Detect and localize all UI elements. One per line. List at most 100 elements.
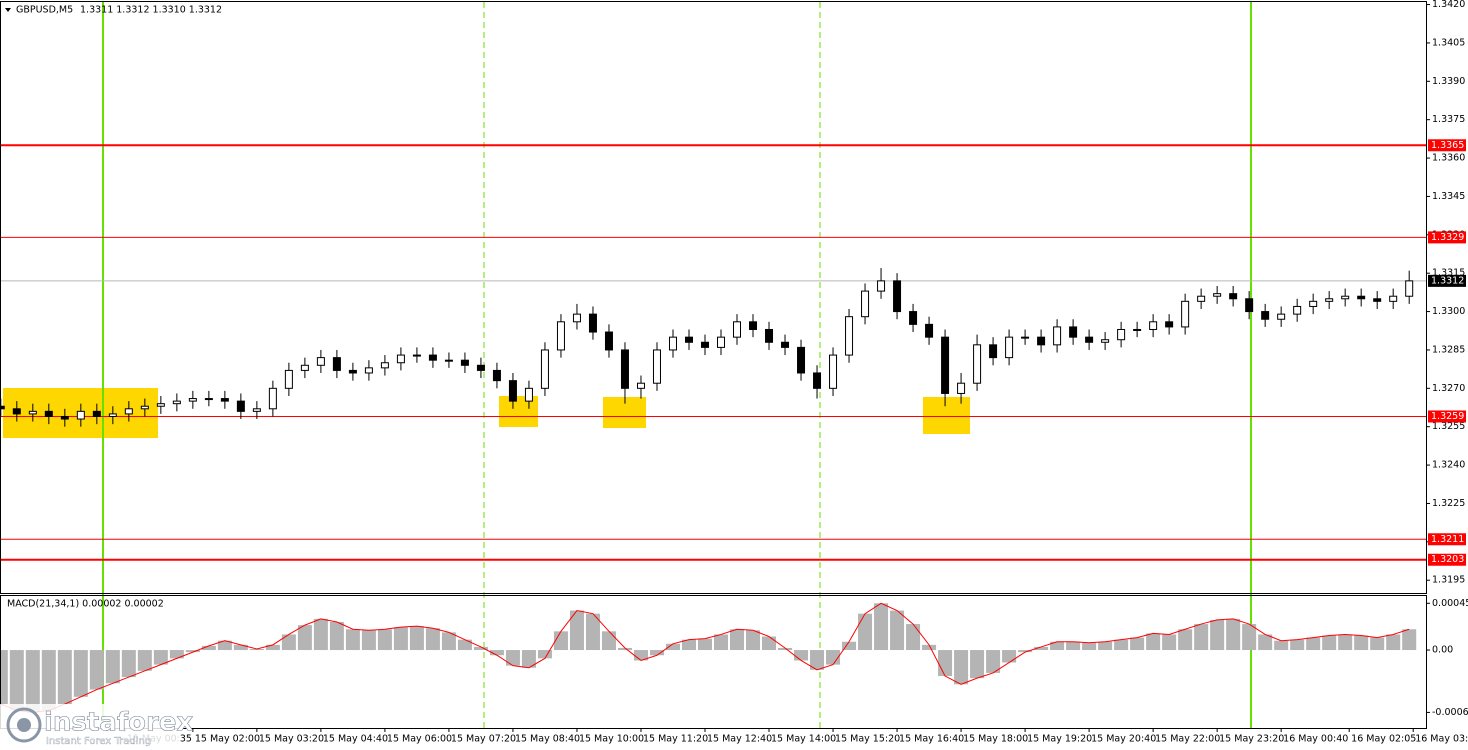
macd-bar xyxy=(185,650,200,653)
candle-body xyxy=(733,321,742,338)
x-tick-label: 15 May 18:00 xyxy=(963,734,1028,745)
candle-body xyxy=(1005,336,1014,359)
x-tick-label: 15 May 22:00 xyxy=(1155,734,1220,745)
candle-body xyxy=(813,372,822,389)
candle-body xyxy=(973,344,982,384)
x-tick-label: 16 May 02:05 xyxy=(1351,734,1416,745)
candle-body xyxy=(188,398,197,402)
x-tick-label: 15 May 04:40 xyxy=(323,734,388,745)
candle-body xyxy=(1149,321,1158,330)
macd-signal xyxy=(0,602,1410,713)
y-tick-label: 1.3360 xyxy=(1432,153,1465,164)
candle-body xyxy=(829,354,838,389)
macd-bar xyxy=(1066,641,1081,651)
macd-bar xyxy=(697,638,712,651)
menu-arrow[interactable] xyxy=(5,8,11,12)
candle-body xyxy=(1101,339,1110,343)
level-label: 1.3211 xyxy=(1431,534,1464,545)
macd-bar xyxy=(521,650,536,668)
macd-bar xyxy=(281,634,296,651)
candle-body xyxy=(572,313,581,323)
candle-body xyxy=(540,349,549,389)
x-tick-label: 16 May 03:25 xyxy=(1415,734,1468,745)
candle-body xyxy=(172,400,181,405)
highlight-zone xyxy=(923,397,970,434)
macd-bar xyxy=(233,644,248,651)
candle-body xyxy=(476,364,485,371)
candle-body xyxy=(877,280,886,292)
y-tick-label: -0.0006 xyxy=(1432,707,1468,718)
tagline: Instant Forex Trading xyxy=(46,736,151,747)
macd-bar xyxy=(25,650,40,713)
y-tick-label: 1.3375 xyxy=(1432,114,1465,125)
candle-body xyxy=(156,403,165,407)
candle-body xyxy=(909,311,918,325)
macd-bar xyxy=(778,647,793,651)
macd-bar xyxy=(970,650,985,679)
candle-body xyxy=(28,410,37,415)
macd-bar xyxy=(922,644,937,651)
macd-bar xyxy=(217,640,232,651)
x-tick-label: 15 May 02:00 xyxy=(195,734,260,745)
macd-bar xyxy=(1034,646,1049,651)
macd-bar xyxy=(313,618,328,651)
y-tick-label: 0.00045 xyxy=(1432,598,1468,609)
candle-body xyxy=(1053,326,1062,346)
candle-body xyxy=(861,290,870,318)
macd-bar xyxy=(746,630,761,651)
level-label: 1.3329 xyxy=(1431,232,1464,243)
candle-body xyxy=(252,408,261,412)
candle-body xyxy=(636,382,645,389)
x-tick-label: 15 May 12:40 xyxy=(707,734,772,745)
macd-bar xyxy=(858,613,873,651)
x-tick-label: 15 May 11:20 xyxy=(643,734,708,745)
level-box xyxy=(1428,231,1466,244)
macd-bar xyxy=(762,636,777,651)
candle-body xyxy=(268,387,277,410)
y-tick-label: 1.3420 xyxy=(1432,0,1465,10)
macd-bar xyxy=(1242,624,1257,651)
level-box xyxy=(1428,139,1466,152)
candle-body xyxy=(620,349,629,389)
level-box xyxy=(1428,410,1466,423)
macd-bar xyxy=(730,629,745,651)
macd-bar xyxy=(425,628,440,651)
price-readout: 1.3311 1.3312 1.3310 1.3312 xyxy=(80,5,222,16)
macd-bar xyxy=(938,650,953,677)
y-tick-label: 1.3285 xyxy=(1432,344,1465,355)
candle-body xyxy=(1373,298,1382,302)
macd-bar xyxy=(1002,650,1017,663)
candle-body xyxy=(893,280,902,313)
y-tick-label: 1.3225 xyxy=(1432,498,1465,509)
candle-body xyxy=(1325,298,1334,302)
macd-bar xyxy=(201,645,216,651)
macd-bar xyxy=(265,644,280,651)
candle-body xyxy=(604,331,613,351)
macd-bar xyxy=(1226,618,1241,651)
macd-bar xyxy=(249,649,264,651)
x-tick-label: 15 May 10:00 xyxy=(579,734,644,745)
macd-bar xyxy=(1082,642,1097,651)
candle-body xyxy=(1021,336,1030,339)
macd-bar xyxy=(1290,639,1305,651)
candle-body xyxy=(845,316,854,356)
macd-bar xyxy=(954,650,969,685)
macd-bar xyxy=(537,650,552,659)
macd-bar xyxy=(409,626,424,651)
candle-body xyxy=(220,398,229,402)
symbol-title: GBPUSD,M5 xyxy=(16,5,73,16)
macd-bar xyxy=(441,632,456,651)
candle-body xyxy=(556,321,565,351)
macd-bar xyxy=(377,629,392,651)
macd-bar xyxy=(473,646,488,651)
candle-body xyxy=(1357,295,1366,300)
candle-body xyxy=(460,359,469,366)
candle-body xyxy=(765,328,774,343)
macd-bar xyxy=(1178,629,1193,651)
macd-bar xyxy=(794,650,809,661)
candle-body xyxy=(684,336,693,343)
candle-body xyxy=(1309,300,1318,307)
candle-body xyxy=(284,369,293,389)
macd-bar xyxy=(553,631,568,651)
macd-bar xyxy=(617,647,632,651)
